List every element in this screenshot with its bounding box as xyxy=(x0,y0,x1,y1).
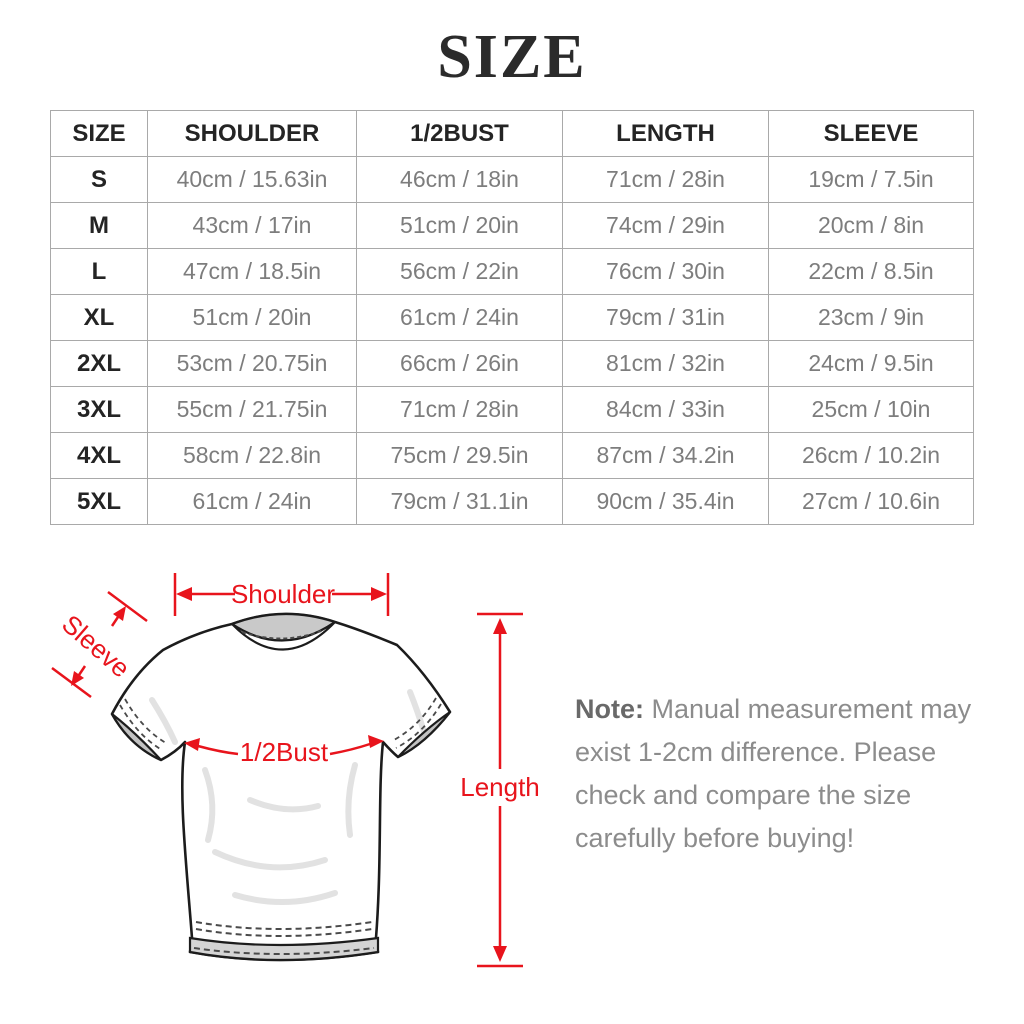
bust-cell: 46cm / 18in xyxy=(356,156,563,203)
page-title: SIZE xyxy=(437,23,587,91)
table-row: S 40cm / 15.63in 46cm / 18in 71cm / 28in… xyxy=(50,156,974,203)
table-row: 4XL 58cm / 22.8in 75cm / 29.5in 87cm / 3… xyxy=(50,432,974,479)
size-cell: S xyxy=(50,156,148,203)
length-cell: 71cm / 28in xyxy=(562,156,769,203)
header-cell-sleeve: SLEEVE xyxy=(768,110,974,157)
sleeve-measure-arrow xyxy=(51,590,148,699)
shoulder-cell: 55cm / 21.75in xyxy=(147,386,357,433)
collar-stitch xyxy=(241,629,325,640)
header-cell-bust: 1/2BUST xyxy=(356,110,563,157)
note-text: Note: Manual measurement may exist 1-2cm… xyxy=(575,688,977,860)
sleeve-cell: 23cm / 9in xyxy=(768,294,974,341)
tshirt-measurement-diagram: Shoulder Sleeve 1/2Bust Leng xyxy=(51,573,540,968)
shoulder-cell: 43cm / 17in xyxy=(147,202,357,249)
length-cell: 87cm / 34.2in xyxy=(562,432,769,479)
size-cell: L xyxy=(50,248,148,295)
shoulder-cell: 51cm / 20in xyxy=(147,294,357,341)
table-row: L 47cm / 18.5in 56cm / 22in 76cm / 30in … xyxy=(50,248,974,295)
bust-cell: 56cm / 22in xyxy=(356,248,563,295)
sleeve-cell: 24cm / 9.5in xyxy=(768,340,974,387)
right-cuff-stitch xyxy=(391,697,442,749)
table-row: 3XL 55cm / 21.75in 71cm / 28in 84cm / 33… xyxy=(50,386,974,433)
size-cell: 2XL xyxy=(50,340,148,387)
header-cell-length: LENGTH xyxy=(562,110,769,157)
left-cuff xyxy=(111,713,162,762)
bust-cell: 51cm / 20in xyxy=(356,202,563,249)
bust-label: 1/2Bust xyxy=(240,737,329,767)
tshirt-outline xyxy=(110,612,452,962)
sleeve-cell: 26cm / 10.2in xyxy=(768,432,974,479)
hem-stitch xyxy=(193,921,375,955)
size-cell: 5XL xyxy=(50,478,148,525)
sleeve-cell: 25cm / 10in xyxy=(768,386,974,433)
table-row: XL 51cm / 20in 61cm / 24in 79cm / 31in 2… xyxy=(50,294,974,341)
shoulder-cell: 40cm / 15.63in xyxy=(147,156,357,203)
table-row: M 43cm / 17in 51cm / 20in 74cm / 29in 20… xyxy=(50,202,974,249)
size-cell: M xyxy=(50,202,148,249)
shoulder-cell: 53cm / 20.75in xyxy=(147,340,357,387)
length-cell: 84cm / 33in xyxy=(562,386,769,433)
note-body: Manual measurement may exist 1-2cm diffe… xyxy=(575,694,972,853)
shoulder-measure-arrow xyxy=(173,573,390,616)
length-cell: 74cm / 29in xyxy=(562,202,769,249)
bust-cell: 71cm / 28in xyxy=(356,386,563,433)
note-label: Note: xyxy=(575,694,644,724)
sleeve-cell: 20cm / 8in xyxy=(768,202,974,249)
size-table: SIZE SHOULDER 1/2BUST LENGTH SLEEVE S 40… xyxy=(50,110,974,525)
length-cell: 76cm / 30in xyxy=(562,248,769,295)
size-cell: 4XL xyxy=(50,432,148,479)
table-row: 5XL 61cm / 24in 79cm / 31.1in 90cm / 35.… xyxy=(50,478,974,525)
bust-cell: 75cm / 29.5in xyxy=(356,432,563,479)
shoulder-cell: 61cm / 24in xyxy=(147,478,357,525)
header-cell-size: SIZE xyxy=(50,110,148,157)
right-cuff xyxy=(397,711,451,758)
bust-cell: 66cm / 26in xyxy=(356,340,563,387)
length-cell: 90cm / 35.4in xyxy=(562,478,769,525)
size-cell: 3XL xyxy=(50,386,148,433)
bust-measure-arrow xyxy=(184,735,384,756)
wrinkle-strokes xyxy=(149,689,427,906)
left-cuff-stitch xyxy=(119,698,167,751)
shoulder-label: Shoulder xyxy=(231,579,335,609)
bust-cell: 79cm / 31.1in xyxy=(356,478,563,525)
hem-band xyxy=(188,936,380,962)
size-cell: XL xyxy=(50,294,148,341)
sleeve-cell: 27cm / 10.6in xyxy=(768,478,974,525)
table-row: 2XL 53cm / 20.75in 66cm / 26in 81cm / 32… xyxy=(50,340,974,387)
sleeve-cell: 22cm / 8.5in xyxy=(768,248,974,295)
shoulder-cell: 58cm / 22.8in xyxy=(147,432,357,479)
sleeve-label: Sleeve xyxy=(56,609,136,684)
table-header-row: SIZE SHOULDER 1/2BUST LENGTH SLEEVE xyxy=(50,110,974,157)
length-label: Length xyxy=(460,772,540,802)
bust-cell: 61cm / 24in xyxy=(356,294,563,341)
length-cell: 79cm / 31in xyxy=(562,294,769,341)
length-cell: 81cm / 32in xyxy=(562,340,769,387)
header-cell-shoulder: SHOULDER xyxy=(147,110,357,157)
length-measure-arrow xyxy=(477,612,523,968)
sleeve-cell: 19cm / 7.5in xyxy=(768,156,974,203)
shoulder-cell: 47cm / 18.5in xyxy=(147,248,357,295)
